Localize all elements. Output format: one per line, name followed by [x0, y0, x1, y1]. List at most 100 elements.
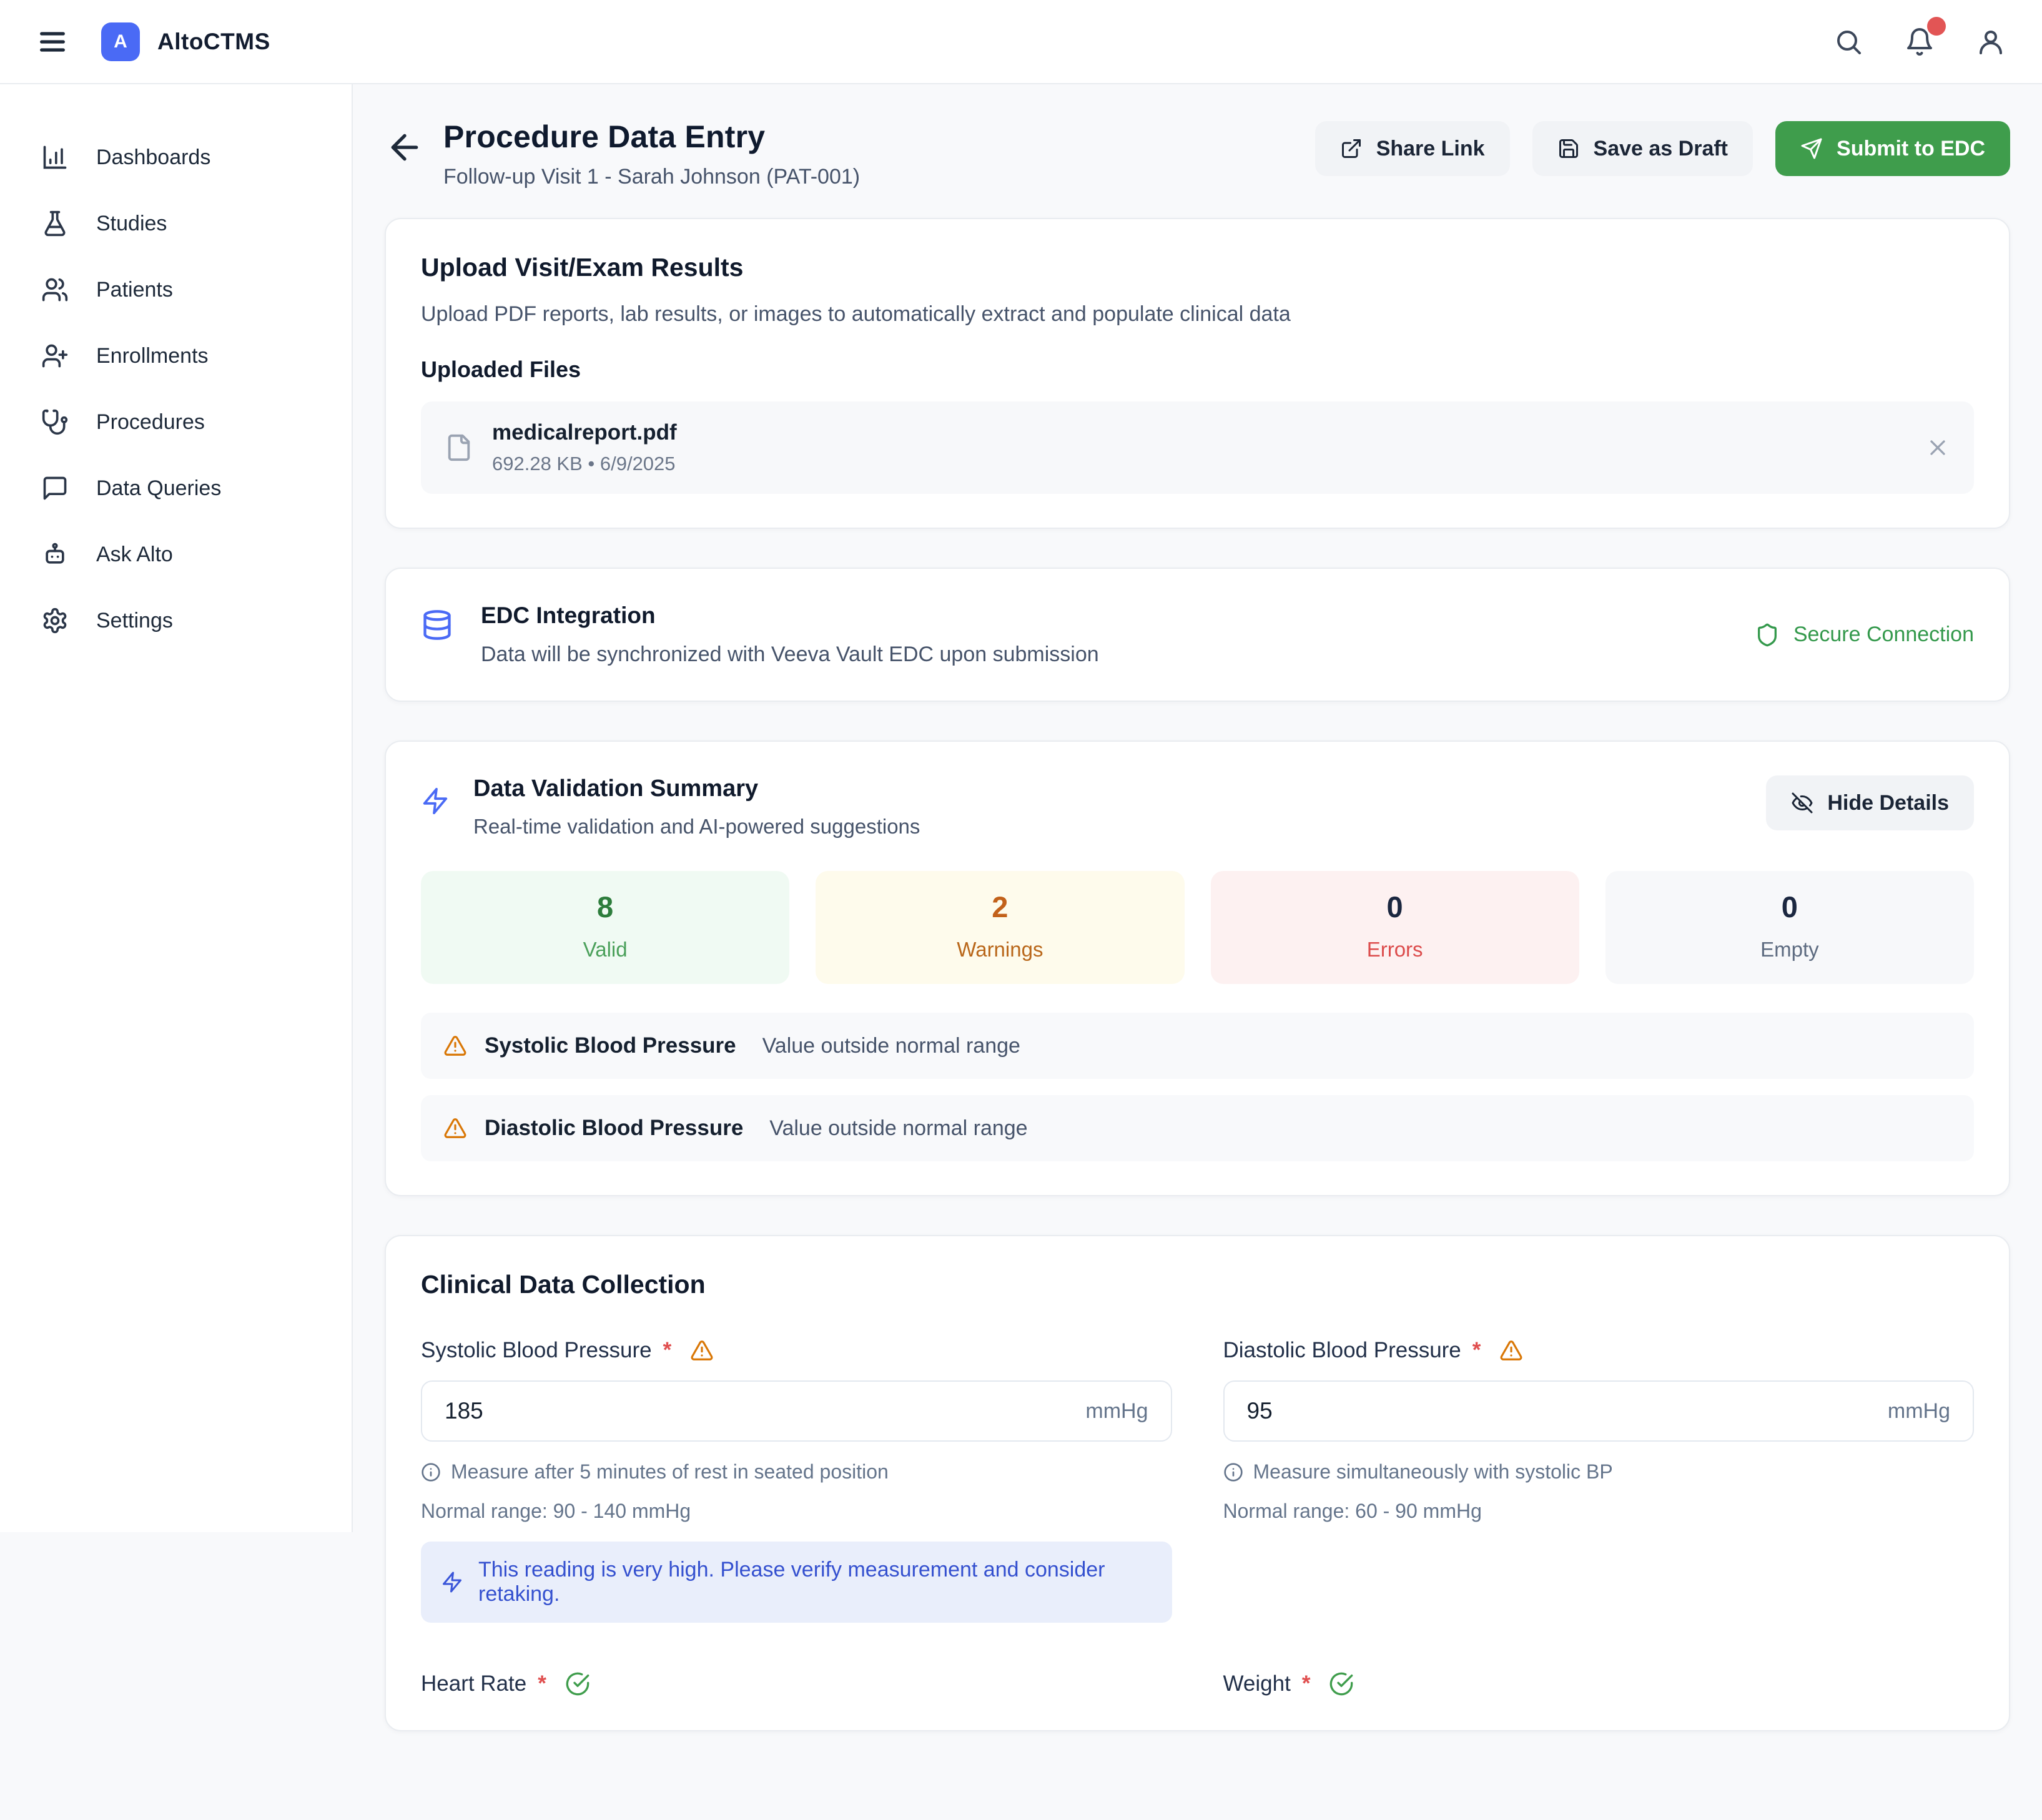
page-actions: Share Link Save as Draft Submit to EDC	[1315, 121, 2010, 176]
stat-errors: 0 Errors	[1211, 871, 1579, 984]
user-icon[interactable]	[1976, 27, 2006, 57]
main-content: Procedure Data Entry Follow-up Visit 1 -…	[353, 84, 2042, 1820]
eye-off-icon	[1791, 792, 1813, 814]
unit-label: mmHg	[1888, 1399, 1950, 1424]
external-link-icon	[1340, 137, 1363, 160]
normal-range-text: Normal range: 90 - 140 mmHg	[421, 1500, 1172, 1523]
warning-field-name: Systolic Blood Pressure	[485, 1033, 736, 1058]
stethoscope-icon	[41, 408, 69, 436]
page-subtitle: Follow-up Visit 1 - Sarah Johnson (PAT-0…	[443, 165, 860, 189]
users-icon	[41, 276, 69, 303]
systolic-bp-input[interactable]	[445, 1398, 1085, 1424]
field-label: Systolic Blood Pressure	[421, 1338, 652, 1363]
edc-integration-card: EDC Integration Data will be synchronize…	[385, 568, 2010, 702]
send-icon	[1800, 137, 1823, 160]
message-square-icon	[41, 475, 69, 502]
remove-file-icon[interactable]	[1925, 435, 1950, 460]
sidebar-item-label: Settings	[96, 609, 173, 633]
share-link-label: Share Link	[1376, 137, 1485, 161]
uploaded-file-row: medicalreport.pdf 692.28 KB • 6/9/2025	[421, 401, 1974, 494]
uploaded-files-heading: Uploaded Files	[421, 357, 1974, 383]
share-link-button[interactable]: Share Link	[1315, 121, 1510, 176]
topbar-actions	[1833, 27, 2006, 57]
menu-icon[interactable]	[36, 26, 69, 58]
page-title: Procedure Data Entry	[443, 119, 860, 155]
sidebar-item-label: Studies	[96, 212, 167, 236]
submit-to-edc-label: Submit to EDC	[1837, 137, 1985, 161]
warning-triangle-icon	[690, 1339, 714, 1362]
app-logo: A	[101, 22, 140, 61]
stat-errors-label: Errors	[1217, 938, 1573, 962]
hide-details-button[interactable]: Hide Details	[1766, 775, 1974, 830]
field-heart-rate: Heart Rate *	[421, 1671, 1172, 1696]
warning-triangle-icon	[1499, 1339, 1523, 1362]
ai-suggestion-text: This reading is very high. Please verify…	[478, 1558, 1152, 1606]
field-weight: Weight *	[1223, 1671, 1975, 1696]
check-circle-icon	[1329, 1671, 1354, 1696]
sidebar-item-ask-alto[interactable]: Ask Alto	[0, 521, 352, 588]
sidebar-item-enrollments[interactable]: Enrollments	[0, 323, 352, 389]
sidebar-item-studies[interactable]: Studies	[0, 190, 352, 257]
shield-icon	[1755, 622, 1780, 647]
field-helper-text: Measure after 5 minutes of rest in seate…	[451, 1460, 889, 1483]
required-asterisk: *	[663, 1338, 672, 1363]
zap-icon	[441, 1571, 463, 1593]
upload-card-title: Upload Visit/Exam Results	[421, 253, 1974, 282]
hide-details-label: Hide Details	[1827, 791, 1949, 815]
bar-chart-icon	[41, 144, 69, 171]
zap-icon	[421, 787, 450, 815]
sidebar-item-label: Dashboards	[96, 145, 210, 170]
stat-empty: 0 Empty	[1605, 871, 1974, 984]
field-label: Weight	[1223, 1671, 1291, 1696]
submit-to-edc-button[interactable]: Submit to EDC	[1775, 121, 2010, 176]
save-icon	[1557, 137, 1580, 160]
back-arrow-icon[interactable]	[385, 127, 425, 167]
data-validation-card: Data Validation Summary Real-time valida…	[385, 740, 2010, 1196]
warning-triangle-icon	[443, 1034, 467, 1058]
gear-icon	[41, 607, 69, 634]
validation-card-subtitle: Real-time validation and AI-powered sugg…	[473, 815, 920, 839]
sidebar-item-procedures[interactable]: Procedures	[0, 389, 352, 455]
app-name: AltoCTMS	[157, 29, 270, 55]
field-systolic-bp: Systolic Blood Pressure * mmHg Measure a…	[421, 1338, 1172, 1623]
sidebar-item-data-queries[interactable]: Data Queries	[0, 455, 352, 521]
file-icon	[445, 433, 473, 462]
flask-icon	[41, 210, 69, 237]
sidebar-item-label: Enrollments	[96, 344, 209, 368]
sidebar-item-label: Ask Alto	[96, 543, 173, 567]
save-as-draft-button[interactable]: Save as Draft	[1532, 121, 1753, 176]
required-asterisk: *	[538, 1671, 546, 1696]
clinical-data-card: Clinical Data Collection Systolic Blood …	[385, 1235, 2010, 1731]
diastolic-bp-input[interactable]	[1247, 1398, 1888, 1424]
warning-triangle-icon	[443, 1116, 467, 1140]
file-meta: 692.28 KB • 6/9/2025	[492, 453, 677, 475]
stat-warnings-label: Warnings	[822, 938, 1178, 962]
check-circle-icon	[565, 1671, 590, 1696]
warning-message: Value outside normal range	[769, 1116, 1027, 1141]
required-asterisk: *	[1472, 1338, 1481, 1363]
systolic-bp-input-wrap: mmHg	[421, 1380, 1172, 1442]
sidebar-item-settings[interactable]: Settings	[0, 588, 352, 654]
warning-message: Value outside normal range	[762, 1034, 1020, 1058]
brand: A AltoCTMS	[101, 22, 270, 61]
stat-valid-label: Valid	[427, 938, 783, 962]
field-label: Heart Rate	[421, 1671, 526, 1696]
sidebar-item-dashboards[interactable]: Dashboards	[0, 124, 352, 190]
stat-warnings: 2 Warnings	[816, 871, 1184, 984]
info-icon	[421, 1462, 441, 1482]
sidebar-item-label: Procedures	[96, 410, 205, 435]
search-icon[interactable]	[1833, 27, 1863, 57]
stat-valid-value: 8	[427, 890, 783, 924]
required-asterisk: *	[1302, 1671, 1311, 1696]
bell-icon[interactable]	[1905, 27, 1935, 57]
file-name: medicalreport.pdf	[492, 420, 677, 445]
normal-range-text: Normal range: 60 - 90 mmHg	[1223, 1500, 1975, 1523]
upload-card-description: Upload PDF reports, lab results, or imag…	[421, 302, 1974, 327]
warning-field-name: Diastolic Blood Pressure	[485, 1116, 743, 1141]
unit-label: mmHg	[1085, 1399, 1148, 1424]
stat-empty-label: Empty	[1612, 938, 1968, 962]
field-diastolic-bp: Diastolic Blood Pressure * mmHg Measure …	[1223, 1338, 1975, 1623]
page-header: Procedure Data Entry Follow-up Visit 1 -…	[385, 119, 2010, 189]
sidebar-item-patients[interactable]: Patients	[0, 257, 352, 323]
edc-card-title: EDC Integration	[481, 603, 1099, 629]
